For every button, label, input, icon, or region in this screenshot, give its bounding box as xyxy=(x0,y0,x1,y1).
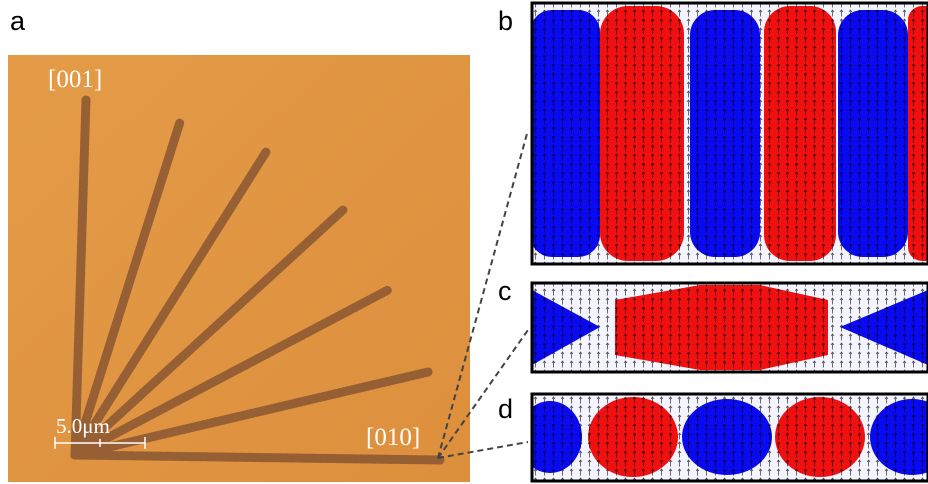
panel-a: [001] [010] 5.0μm a xyxy=(8,6,470,482)
scale-label: 5.0μm xyxy=(56,414,110,438)
panel-b: b xyxy=(498,3,928,264)
panel-d: d xyxy=(498,394,928,481)
panel-label: b xyxy=(498,6,513,36)
panel-c: c xyxy=(498,276,928,372)
panel-label: d xyxy=(498,394,513,424)
direction-label: [010] xyxy=(366,424,420,451)
panel-label: a xyxy=(10,6,26,36)
figure: [001] [010] 5.0μm a b xyxy=(0,0,928,484)
direction-label: [001] xyxy=(48,66,102,93)
panel-label: c xyxy=(498,276,512,306)
